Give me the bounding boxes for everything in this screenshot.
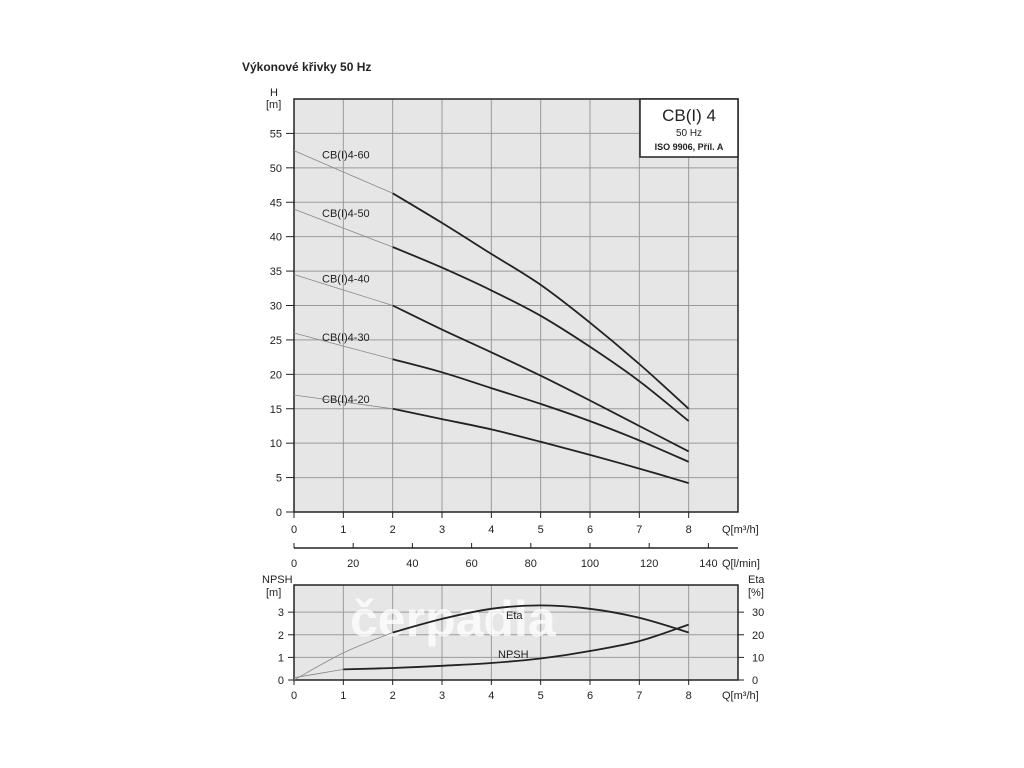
secondary-x-tick-label: 0	[291, 558, 297, 570]
series-line-extension	[293, 332, 393, 360]
series-label: CB(I)4-60	[322, 150, 370, 162]
y2-tick-label: 20	[752, 630, 764, 642]
x-tick-label: 5	[538, 524, 544, 536]
y-tick-label: 35	[270, 266, 282, 278]
chart-subtitle-frequency: 50 Hz	[676, 128, 702, 139]
series-label: CB(I)4-40	[322, 274, 370, 286]
series-line-extension	[293, 669, 344, 679]
y2-axis-unit: [%]	[748, 587, 764, 599]
x-tick-label: 0	[291, 524, 297, 536]
x-tick-label: 5	[538, 690, 544, 702]
series-line-extension	[293, 274, 393, 306]
y-tick-label: 10	[270, 438, 282, 450]
y-axis-unit: [m]	[266, 99, 281, 111]
y-tick-label: 50	[270, 163, 282, 175]
series-line	[392, 604, 689, 634]
series-line	[392, 358, 690, 463]
series-line-extension	[293, 208, 393, 248]
y-tick-label: 1	[278, 652, 284, 664]
y-tick-label: 2	[278, 630, 284, 642]
series-line-extension	[293, 632, 393, 681]
series-line-extension	[293, 394, 393, 410]
y-axis-label: NPSH	[262, 574, 293, 586]
x-tick-label: 4	[488, 524, 494, 536]
series-line	[392, 407, 689, 484]
secondary-x-axis-label: Q[l/min]	[722, 558, 760, 570]
series-label: NPSH	[498, 649, 529, 661]
chart-subtitle-standard: ISO 9906, Příl. A	[655, 142, 724, 152]
secondary-x-tick-label: 140	[699, 558, 717, 570]
x-tick-label: 8	[686, 524, 692, 536]
y-tick-label: 55	[270, 128, 282, 140]
title-box-frame	[639, 98, 739, 158]
y-axis-unit: [m]	[266, 587, 281, 599]
head-curves: CB(I)4-60 CB(I)4-50 CB(I)4-40 CB(I)4-30 CB(I…	[293, 150, 690, 484]
chart-title-box: CB(I) 4 50 Hz ISO 9906, Příl. A	[639, 98, 739, 158]
x-tick-label: 7	[636, 524, 642, 536]
x-tick-label: 4	[488, 690, 494, 702]
x-tick-label: 6	[587, 690, 593, 702]
series-line	[392, 192, 690, 410]
secondary-x-tick-label: 120	[640, 558, 658, 570]
y2-tick-label: 0	[752, 675, 758, 687]
y-tick-label: 0	[278, 675, 284, 687]
y2-axis-label: Eta	[748, 574, 765, 586]
secondary-x-tick-label: 80	[525, 558, 537, 570]
series-label: CB(I)4-30	[322, 332, 370, 344]
series-label: CB(I)4-50	[322, 208, 370, 220]
y2-tick-label: 30	[752, 607, 764, 619]
y-axis-label: H	[270, 87, 278, 99]
page-title: Výkonové křivky 50 Hz	[242, 60, 372, 74]
y-tick-label: 3	[278, 607, 284, 619]
x-tick-label: 1	[340, 524, 346, 536]
x-axis-label: Q[m³/h]	[722, 690, 759, 702]
plot-frame-npsh-eta	[293, 584, 739, 681]
series-label: CB(I)4-20	[322, 394, 370, 406]
secondary-x-tick-label: 40	[406, 558, 418, 570]
x-axis-label: Q[m³/h]	[722, 524, 759, 536]
grid-npsh-eta	[294, 585, 738, 680]
watermark-text: čerpadla	[350, 591, 557, 647]
series-label: Eta	[506, 610, 523, 622]
y-tick-label: 0	[276, 507, 282, 519]
chart-title: CB(I) 4	[662, 106, 716, 125]
x-tick-label: 2	[390, 524, 396, 536]
x-tick-label: 1	[340, 690, 346, 702]
secondary-x-tick-label: 100	[581, 558, 599, 570]
x-tick-label: 7	[636, 690, 642, 702]
x-tick-label: 2	[390, 690, 396, 702]
series-line	[392, 304, 690, 453]
y-tick-label: 45	[270, 197, 282, 209]
x-tick-label: 8	[686, 690, 692, 702]
y-tick-label: 15	[270, 404, 282, 416]
secondary-x-tick-label: 60	[465, 558, 477, 570]
x-tick-label: 3	[439, 690, 445, 702]
x-tick-label: 0	[291, 690, 297, 702]
series-line	[343, 623, 689, 671]
y-tick-label: 30	[270, 301, 282, 313]
y-tick-label: 5	[276, 473, 282, 485]
npsh-eta-curves: Eta NPSH	[293, 604, 689, 681]
y-tick-label: 40	[270, 232, 282, 244]
y-tick-label: 25	[270, 335, 282, 347]
secondary-x-tick-label: 20	[347, 558, 359, 570]
grid-head	[294, 99, 738, 512]
x-tick-label: 3	[439, 524, 445, 536]
series-line-extension	[293, 150, 393, 194]
x-tick-label: 6	[587, 524, 593, 536]
series-line	[392, 246, 690, 422]
y2-tick-label: 10	[752, 652, 764, 664]
y-tick-label: 20	[270, 369, 282, 381]
